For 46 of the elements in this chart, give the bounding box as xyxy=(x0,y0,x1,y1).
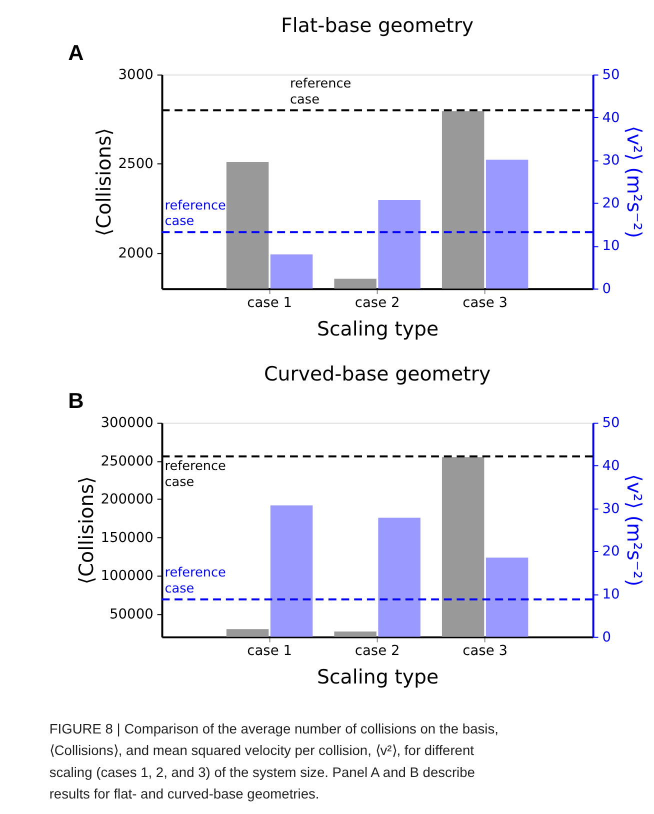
x-tick-label: case 3 xyxy=(462,294,508,311)
x-tick-label: case 3 xyxy=(462,643,508,660)
ref-line-label: reference case xyxy=(290,76,352,108)
y-tick-label: 3000 xyxy=(118,67,154,83)
ref-line-label: reference case xyxy=(164,566,226,596)
chart-title: Flat-base geometry xyxy=(281,14,474,38)
y-tick-label: 150000 xyxy=(100,530,154,546)
y-tick-label: 200000 xyxy=(100,492,154,508)
y2-tick-label: 30 xyxy=(602,500,620,517)
y2-tick-label: 10 xyxy=(602,238,620,254)
bar xyxy=(270,254,313,289)
y2-tick-label: 50 xyxy=(602,67,620,83)
y-tick-label: 250000 xyxy=(100,453,154,470)
chart-title: Curved-base geometry xyxy=(264,362,491,386)
bar xyxy=(378,200,420,289)
y2-tick-label: 40 xyxy=(602,458,620,474)
y2-tick-label: 20 xyxy=(602,544,620,560)
x-tick-label: case 2 xyxy=(354,643,400,660)
y2-tick-label: 40 xyxy=(602,110,620,126)
bar xyxy=(378,518,420,637)
x-axis-title: Scaling type xyxy=(316,666,439,689)
y-tick-label: 2500 xyxy=(118,156,154,172)
y2-tick-label: 0 xyxy=(602,281,611,298)
y-tick-label: 2000 xyxy=(118,245,154,262)
y2-tick-label: 20 xyxy=(602,195,620,212)
caption: FIGURE 8 | Comparison of the average number of collisions on the basis, ⟨Collisions⟩, and mean squared velocity per collision, ⟨v²⟩, for different scaling (cases 1, 2, and 3) of the system size. Panel A and B describe results for flat- and curved-base geometries. xyxy=(49,721,498,802)
x-tick-label: case 1 xyxy=(247,294,292,311)
x-tick-label: case 1 xyxy=(247,643,292,660)
y2-tick-label: 10 xyxy=(602,586,620,602)
ref-line-label: reference case xyxy=(164,198,226,230)
bar xyxy=(270,505,313,637)
x-axis-title: Scaling type xyxy=(316,317,439,340)
y-tick-label: 50000 xyxy=(110,606,154,622)
y-axis-title: ⟨Collisions⟩ xyxy=(74,476,98,584)
y2-axis-title: ⟨v²⟩ (m²s⁻²) xyxy=(622,126,646,238)
y-axis-title: ⟨Collisions⟩ xyxy=(92,128,116,236)
y-tick-label: 300000 xyxy=(100,415,154,432)
text: B xyxy=(68,388,84,413)
text: A xyxy=(68,40,84,65)
y2-axis-title: ⟨v²⟩ (m²s⁻²) xyxy=(622,474,646,586)
y-tick-label: 100000 xyxy=(100,568,154,584)
y2-tick-label: 0 xyxy=(602,629,611,646)
x-tick-label: case 2 xyxy=(354,294,400,311)
y2-tick-label: 50 xyxy=(602,415,620,432)
y2-tick-label: 30 xyxy=(602,152,620,169)
ref-line-label: reference case xyxy=(164,459,226,490)
